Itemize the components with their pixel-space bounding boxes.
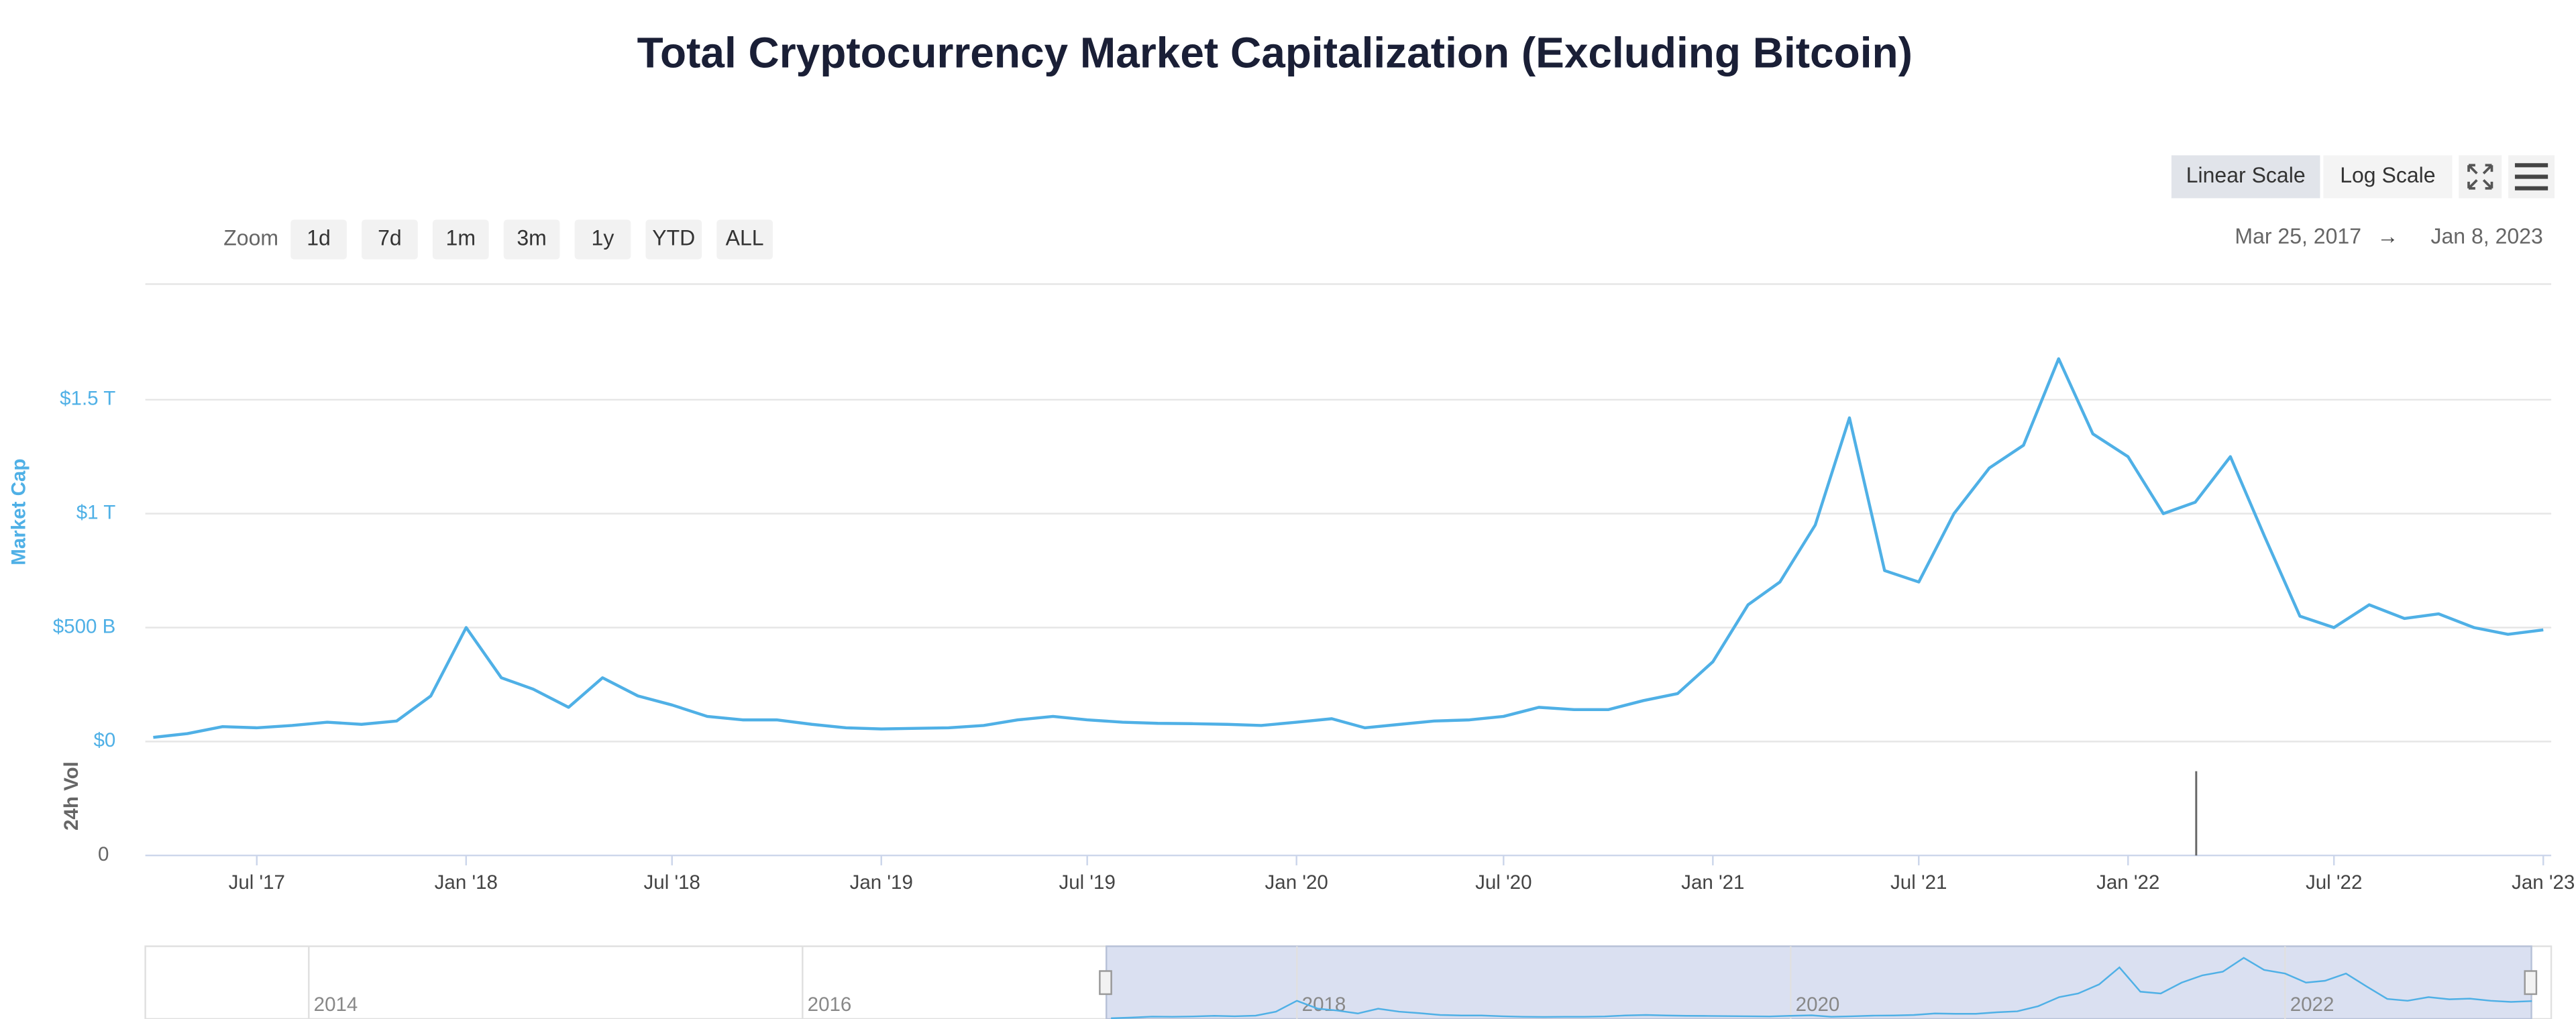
- zoom-button[interactable]: [432, 219, 489, 260]
- zoom-button-label[interactable]: 1d: [307, 225, 331, 250]
- navigator-tick-label: 2022: [2290, 994, 2334, 1016]
- x-tick-label: Jan '20: [1265, 871, 1328, 894]
- navigator-tick-label: 2016: [808, 994, 852, 1016]
- volume-label: 24h Vol: [60, 761, 83, 830]
- range-to: Jan 8, 2023: [2431, 224, 2543, 248]
- x-tick-label: Jan '18: [435, 871, 498, 894]
- zoom-label: Zoom: [223, 225, 278, 250]
- navigator-selection[interactable]: [1106, 945, 2532, 1019]
- scale-button-label[interactable]: Linear Scale: [2186, 163, 2306, 187]
- range-from: Mar 25, 2017: [2235, 224, 2361, 248]
- series-line: [153, 357, 2544, 739]
- menu-icon[interactable]: [2508, 155, 2555, 199]
- volume-tick-label: 0: [98, 843, 109, 865]
- zoom-button-label[interactable]: 7d: [378, 225, 402, 250]
- navigator-tick-label: 2020: [1796, 994, 1840, 1016]
- y-tick-label: $500 B: [53, 615, 116, 637]
- x-tick-label: Jan '22: [2096, 871, 2159, 894]
- x-tick-label: Jan '19: [850, 871, 913, 894]
- y-tick-label: $1 T: [76, 501, 116, 523]
- zoom-button-label[interactable]: 1y: [592, 225, 614, 250]
- y-axis-label: Market Cap: [7, 459, 30, 566]
- zoom-button[interactable]: [574, 219, 631, 260]
- zoom-button-label[interactable]: 1m: [446, 225, 476, 250]
- scale-button-label[interactable]: Log Scale: [2340, 163, 2435, 187]
- x-tick-label: Jul '22: [2306, 871, 2362, 894]
- scale-button[interactable]: [2323, 155, 2453, 199]
- zoom-button[interactable]: [290, 219, 347, 260]
- chart-title: Total Cryptocurrency Market Capitalizati…: [637, 29, 1913, 77]
- scale-button[interactable]: [2171, 155, 2320, 199]
- fullscreen-icon[interactable]: [2459, 155, 2502, 199]
- navigator-handle[interactable]: [1099, 970, 1112, 996]
- y-tick-label: $1.5 T: [60, 388, 115, 410]
- zoom-button[interactable]: [503, 219, 560, 260]
- navigator-tick-label: 2014: [314, 994, 358, 1016]
- navigator-handle[interactable]: [2524, 970, 2538, 996]
- x-tick-label: Jul '20: [1475, 871, 1532, 894]
- zoom-button-label[interactable]: 3m: [517, 225, 546, 250]
- navigator-line: [1111, 957, 2532, 1019]
- x-tick-label: Jan '21: [1681, 871, 1744, 894]
- x-tick-label: Jul '18: [644, 871, 700, 894]
- zoom-button-label[interactable]: ALL: [726, 225, 764, 250]
- zoom-button-label[interactable]: YTD: [652, 225, 695, 250]
- x-tick-label: Jul '21: [1890, 871, 1947, 894]
- x-tick-label: Jan '23: [2512, 871, 2575, 894]
- range-arrow: →: [2377, 224, 2398, 248]
- zoom-button[interactable]: [716, 219, 773, 260]
- zoom-button[interactable]: [362, 219, 418, 260]
- x-tick-label: Jul '17: [229, 871, 285, 894]
- y-tick-label: $0: [93, 729, 115, 751]
- x-tick-label: Jul '19: [1059, 871, 1115, 894]
- zoom-button[interactable]: [645, 219, 702, 260]
